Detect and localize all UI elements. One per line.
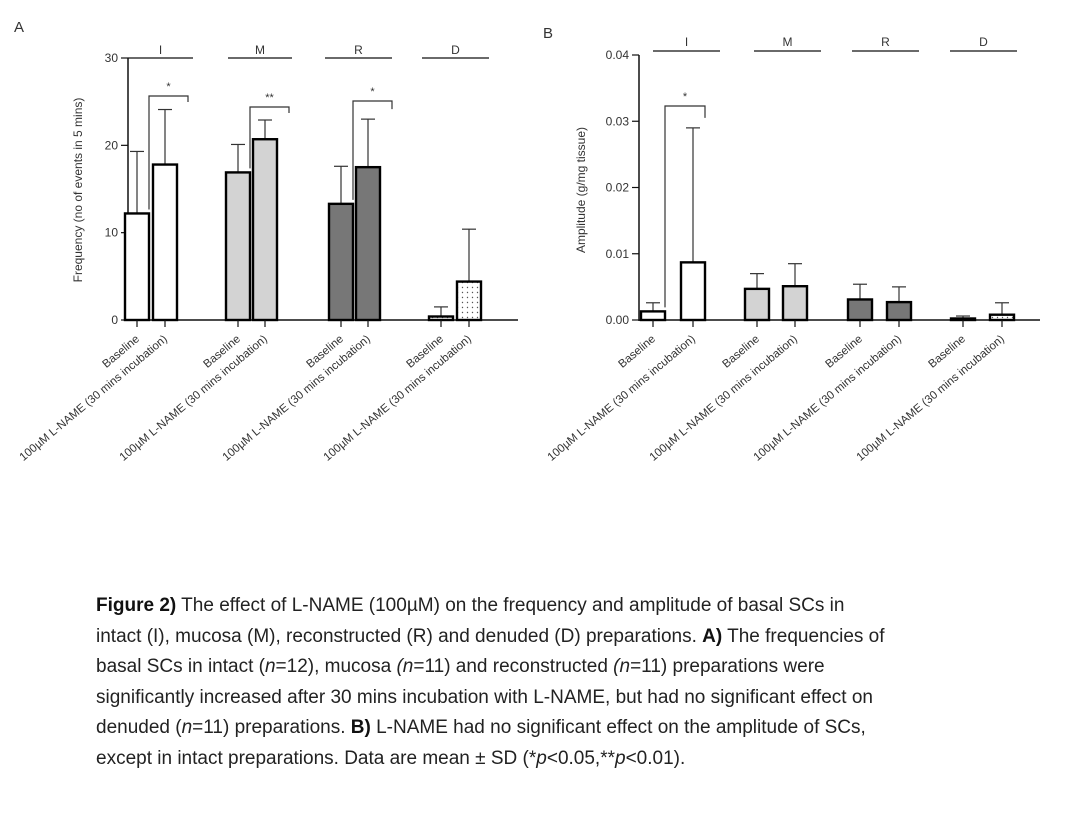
y-tick-label: 0.04 [606,48,630,62]
group-label: D [979,35,988,49]
bar [455,280,483,322]
bar [151,163,179,322]
group-label: M [783,35,793,49]
significance-bracket [664,105,706,308]
panel-label: B [543,25,553,42]
y-tick-label: 10 [105,226,119,240]
caption-segment: basal SCs in intact ( [96,656,265,677]
caption-segment: denuded ( [96,717,182,738]
y-tick-label: 0.03 [606,114,630,128]
caption-segment: <0.01). [625,747,686,769]
significance-bracket [148,95,189,210]
y-tick-label: 0.01 [606,247,630,261]
caption-segment: p [615,747,626,769]
caption-line: basal SCs in intact (n=12), mucosa (n=11… [96,652,1016,683]
bar [949,317,977,322]
caption-line: significantly increased after 30 mins in… [96,683,1016,714]
group-label: M [255,43,265,57]
caption-segment: =11) and reconstructed [413,656,614,677]
y-tick-label: 0.00 [606,313,630,327]
y-tick-label: 0.02 [606,181,630,195]
caption-segment: (n [613,656,631,677]
bar [988,313,1016,322]
group-label: R [354,43,363,57]
caption-line: intact (I), mucosa (M), reconstructed (R… [96,622,1016,653]
bar [781,285,809,322]
y-tick-label: 0 [111,313,118,327]
panel-b: B 0.00 0.01 0.02 0.03 0.04 Amplitude (g/mg tis… [543,25,1040,464]
caption-segment: significantly increased after 30 mins in… [96,686,873,708]
group-label: D [451,43,460,57]
bar [327,202,355,322]
group-label: I [685,35,688,49]
caption-segment: p [536,747,547,769]
group-label: I [159,43,162,57]
caption-segment: intact (I), mucosa (M), reconstructed (R… [96,625,703,647]
caption-line: Figure 2) The effect of L-NAME (100µM) o… [96,591,1016,622]
caption-segment: B) [350,717,371,738]
caption-segment: The effect of L-NAME (100µM) on the freq… [176,595,845,616]
caption-segment: L-NAME had no significant effect on the … [370,717,866,738]
group-label: R [881,35,890,49]
caption-segment: except in intact preparations. Data are … [96,747,537,769]
bar [885,300,913,322]
significance-label: * [683,91,688,103]
figure: A 0 10 20 30 Frequency (no of events in 5 min… [14,19,1040,464]
bar [123,212,151,322]
bar [224,171,252,322]
caption-line: denuded (n=11) preparations. B) L-NAME h… [96,713,1016,744]
bar [743,287,771,322]
figure-caption: Figure 2) The effect of L-NAME (100µM) o… [96,591,1016,774]
caption-segment: <0.05,** [546,747,615,769]
caption-segment: n [181,717,193,738]
caption-segment: Figure 2) [96,595,177,616]
panel-a: A 0 10 20 30 Frequency (no of events in 5 min… [14,19,518,464]
caption-segment: The frequencies of [722,625,885,647]
panel-label: A [14,19,24,36]
y-axis-label: Amplitude (g/mg tissue) [574,127,588,253]
caption-segment: (n [396,656,414,677]
significance-bracket [352,100,393,200]
caption-segment: A) [702,625,723,647]
bar [679,261,707,322]
caption-segment: n [264,656,276,677]
y-axis-label: Frequency (no of events in 5 mins) [71,98,85,283]
caption-segment: =11) preparations. [192,717,351,738]
y-tick-label: 30 [105,51,119,65]
significance-label: * [166,81,171,93]
caption-segment: =11) preparations were [630,656,825,677]
bar [846,298,874,322]
caption-segment: =12), mucosa [275,656,397,677]
bar [251,138,279,322]
caption-line: except in intact preparations. Data are … [96,744,1016,775]
significance-label: * [370,86,375,98]
y-tick-label: 20 [105,138,119,152]
significance-label: ** [265,92,274,104]
significance-bracket [249,106,290,169]
bar [354,165,382,322]
bar [639,310,667,322]
bar [427,315,455,322]
